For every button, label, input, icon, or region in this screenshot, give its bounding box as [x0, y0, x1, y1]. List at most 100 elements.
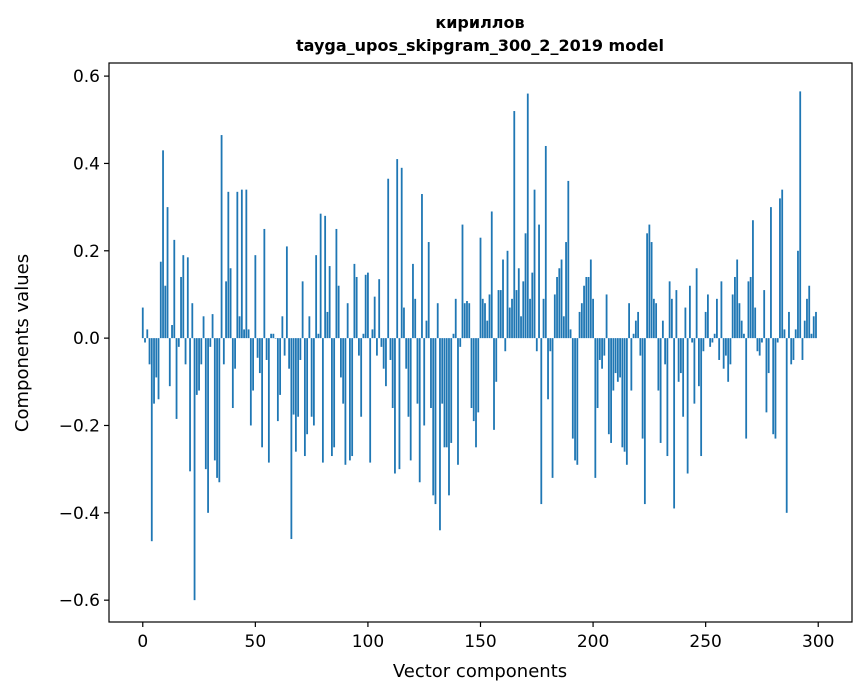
bar-287 [788, 311, 790, 339]
bar-175 [535, 338, 538, 352]
bar-23 [193, 338, 196, 601]
bar-214 [623, 338, 626, 452]
bar-66 [290, 338, 293, 540]
bar-195 [580, 303, 583, 339]
bar-210 [614, 338, 617, 374]
bar-43 [238, 316, 241, 339]
bar-48 [249, 338, 252, 426]
bar-188 [565, 242, 567, 339]
bar-249 [702, 338, 705, 352]
bar-292 [799, 91, 802, 339]
bar-197 [585, 276, 588, 339]
bar-52 [258, 338, 261, 374]
bar-279 [770, 207, 772, 339]
x-tick-label: 250 [689, 632, 721, 652]
y-tick-label: 0.2 [73, 242, 100, 262]
bar-135 [445, 338, 448, 448]
bar-218 [632, 333, 635, 339]
bar-170 [524, 233, 527, 339]
bar-82 [326, 311, 329, 339]
bar-74 [308, 316, 311, 339]
bar-37 [225, 281, 227, 339]
bar-220 [637, 311, 640, 339]
bar-26 [200, 338, 203, 365]
bar-294 [803, 320, 806, 339]
bar-124 [421, 194, 423, 339]
bar-3 [148, 338, 151, 365]
bar-211 [616, 338, 619, 382]
bar-122 [416, 338, 419, 404]
bar-289 [792, 338, 795, 360]
bar-265 [738, 303, 741, 339]
bar-160 [502, 259, 504, 339]
bar-15 [175, 338, 178, 419]
bar-85 [333, 338, 336, 448]
bar-45 [243, 329, 245, 339]
bar-228 [655, 303, 658, 339]
bar-185 [558, 268, 561, 339]
bar-263 [734, 276, 736, 339]
bar-94 [353, 263, 356, 339]
bar-215 [625, 338, 628, 465]
bar-213 [621, 338, 624, 448]
bar-246 [695, 268, 698, 339]
bar-93 [351, 338, 354, 457]
y-tick-label: 0.6 [73, 67, 100, 87]
bar-102 [371, 329, 374, 339]
bar-29 [207, 338, 209, 513]
bar-227 [652, 298, 655, 339]
chart-title-line-1: кириллов [435, 13, 524, 32]
bar-142 [461, 224, 464, 339]
bar-62 [281, 316, 284, 339]
bar-70 [299, 338, 302, 360]
bar-101 [369, 338, 372, 463]
x-axis-label: Vector components [393, 661, 567, 682]
bar-145 [468, 303, 471, 339]
bar-12 [168, 338, 171, 387]
bar-252 [709, 338, 712, 347]
bar-275 [761, 338, 763, 343]
x-axis-ticks: 0 50 100 150 200 250 300 [137, 622, 834, 652]
bar-80 [321, 338, 324, 463]
bar-141 [459, 338, 462, 347]
bar-86 [335, 228, 338, 339]
bar-44 [240, 189, 243, 339]
bar-200 [592, 298, 594, 339]
bar-157 [495, 338, 498, 382]
bar-224 [646, 233, 649, 339]
bar-256 [718, 338, 721, 360]
bar-269 [747, 281, 750, 339]
bar-34 [218, 338, 221, 483]
bar-71 [301, 281, 304, 339]
bar-154 [488, 294, 491, 339]
bar-277 [765, 338, 768, 413]
bar-172 [529, 298, 531, 339]
bar-146 [470, 338, 473, 409]
bar-159 [499, 290, 502, 339]
x-tick-label: 100 [352, 632, 384, 652]
bar-55 [265, 338, 268, 360]
bar-7 [157, 338, 160, 400]
bar-164 [511, 298, 513, 339]
bar-229 [657, 338, 660, 391]
bar-261 [729, 338, 732, 365]
bar-150 [479, 237, 482, 339]
bar-209 [612, 338, 615, 391]
bar-260 [727, 338, 730, 382]
bar-39 [229, 268, 232, 339]
bar-32 [213, 338, 216, 461]
bar-267 [743, 333, 745, 339]
bar-119 [409, 338, 412, 461]
bar-33 [216, 338, 218, 478]
bar-19 [184, 338, 187, 365]
bar-253 [711, 338, 714, 343]
bar-171 [526, 93, 529, 339]
bar-181 [549, 338, 552, 352]
bar-176 [538, 224, 540, 339]
bar-258 [722, 338, 725, 369]
bar-111 [391, 338, 394, 409]
bar-40 [231, 338, 234, 409]
bar-24 [195, 338, 198, 395]
bar-78 [317, 333, 320, 339]
bar-278 [767, 338, 770, 374]
